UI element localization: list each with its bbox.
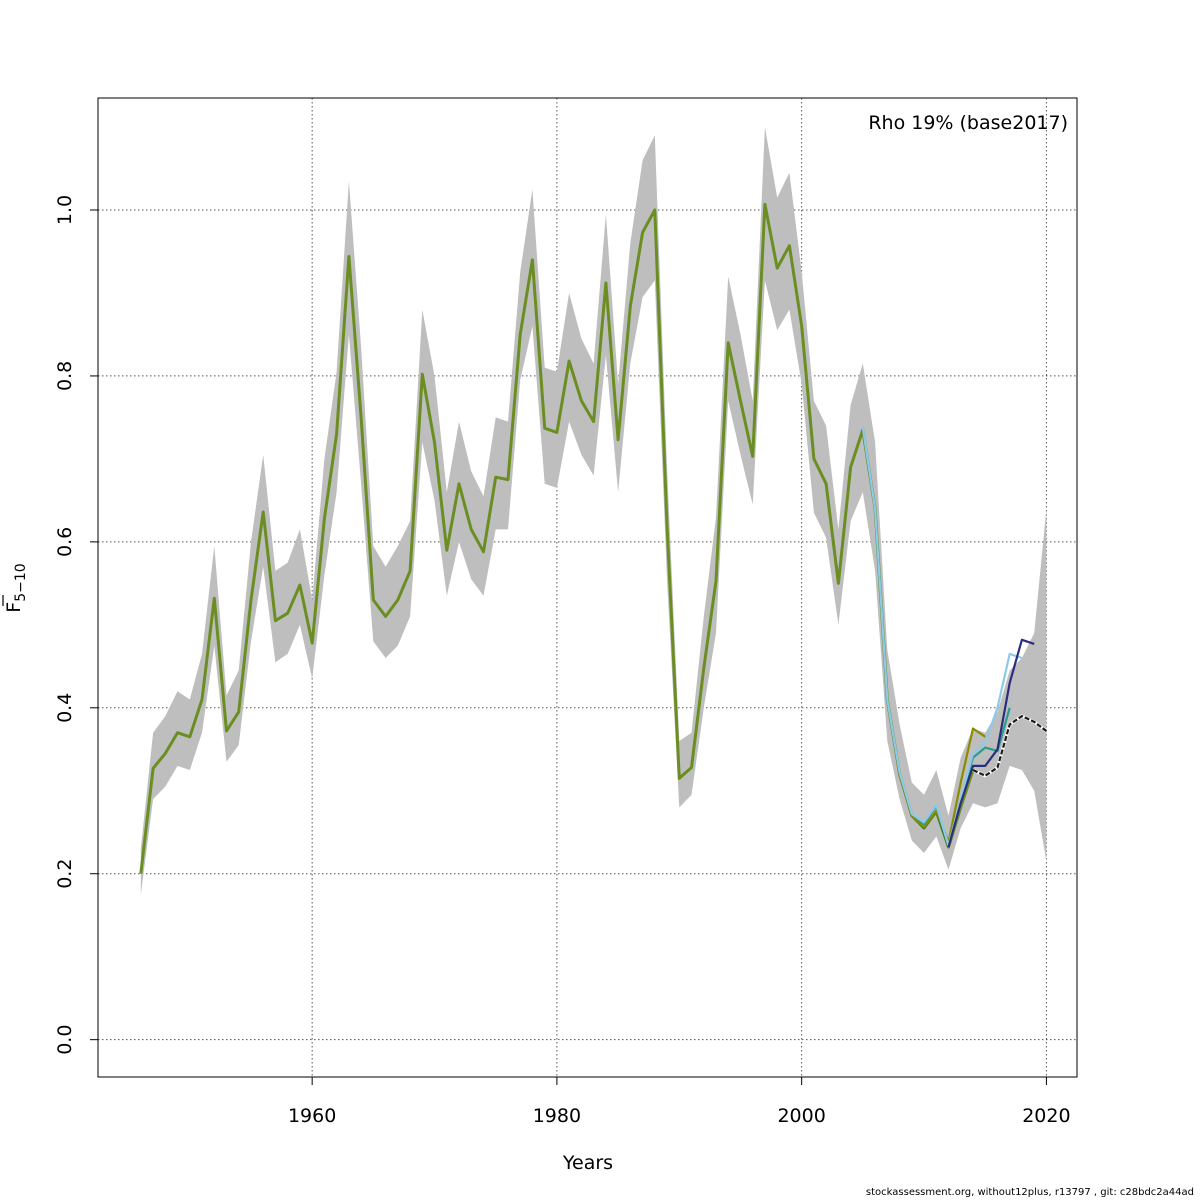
y-axis-label-sub: 5−10 (13, 563, 29, 601)
y-axis-label: F5−10 (2, 563, 29, 613)
series-line-base-tail (972, 714, 1048, 777)
x-tick-label-2: 2000 (777, 1105, 825, 1127)
y-tick-label-3: 0.6 (54, 527, 76, 557)
series-lines (139, 202, 1048, 874)
y-tick-label-4: 0.8 (54, 361, 76, 391)
y-axis-label-main: F (3, 602, 25, 613)
plot-frame (97, 97, 1078, 1078)
svg-text:F5−10: F5−10 (3, 563, 29, 612)
x-tick-label-1: 1980 (533, 1105, 581, 1127)
x-tick-label-0: 1960 (288, 1105, 336, 1127)
series-line-retro_2016 (947, 638, 1035, 848)
y-tick-label-5: 1.0 (54, 195, 76, 225)
y-tick-label-1: 0.2 (54, 859, 76, 889)
confidence-band (140, 127, 1047, 895)
y-tick-label-0: 0.0 (54, 1025, 76, 1055)
y-tick-label-2: 0.4 (54, 693, 76, 723)
x-axis: 1960 1980 2000 2020 (288, 1076, 1071, 1127)
x-tick-label-3: 2020 (1022, 1105, 1070, 1127)
footer-text: stockassessment.org, without12plus, r137… (865, 1187, 1194, 1198)
annotation: Rho 19% (base2017) (868, 112, 1068, 134)
x-axis-label: Years (562, 1152, 613, 1174)
series-line-base (139, 202, 975, 874)
y-axis: 0.0 0.2 0.4 0.6 0.8 1.0 (54, 195, 99, 1055)
grid-lines (98, 98, 1077, 1077)
series-line-retro_2015 (861, 427, 1023, 847)
